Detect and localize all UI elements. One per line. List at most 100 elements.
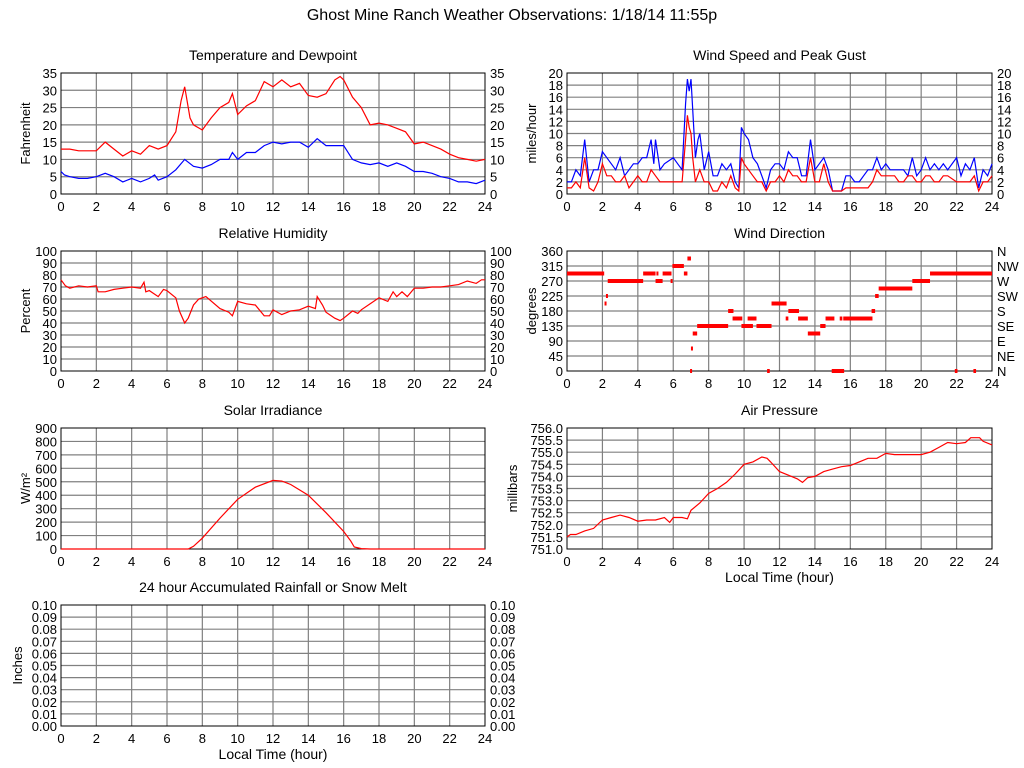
y-tick-label-right: 90	[490, 256, 504, 271]
x-tick-label: 16	[336, 199, 350, 214]
x-tick-label: 16	[843, 376, 857, 391]
x-tick-label: 20	[407, 199, 421, 214]
x-tick-label: 18	[372, 554, 386, 569]
x-tick-label: 0	[57, 199, 64, 214]
y-tick-label-right: 8	[997, 139, 1004, 154]
plot-frame	[566, 427, 993, 550]
y-tick-label: 360	[541, 244, 563, 259]
x-tick-label: 14	[301, 199, 315, 214]
y-tick-label-right: 10	[997, 127, 1011, 142]
x-tick-label: 4	[128, 376, 135, 391]
y-tick-label: 752.0	[530, 518, 563, 533]
wind-direction-mark	[687, 256, 691, 261]
wind-direction-mark	[788, 309, 799, 313]
x-tick-label: 8	[199, 376, 206, 391]
y-tick-label: 800	[35, 434, 57, 449]
y-tick-label: 10	[43, 152, 57, 167]
y-tick-label: 755.5	[530, 433, 563, 448]
x-tick-label: 14	[808, 199, 822, 214]
y-tick-label: 30	[43, 328, 57, 343]
x-tick-label: 8	[705, 554, 712, 569]
y-axis-label: miles/hour	[524, 103, 539, 164]
wind-direction-mark	[875, 294, 879, 298]
wind-direction-mark	[690, 369, 693, 373]
y-tick-label-right: 60	[490, 292, 504, 307]
y-tick-label-right: 0.02	[490, 695, 515, 710]
x-tick-label: 24	[478, 554, 492, 569]
y-tick-label: 0	[556, 187, 563, 202]
y-tick-label-right: N	[997, 364, 1006, 379]
x-tick-label: 12	[772, 376, 786, 391]
y-tick-label-right: S	[997, 304, 1006, 319]
y-tick-label: 225	[541, 289, 563, 304]
x-tick-label: 20	[914, 554, 928, 569]
chart-0: Temperature and Dewpoint0510152025303505…	[18, 47, 504, 214]
x-tick-label: 10	[737, 376, 751, 391]
x-tick-label: 4	[128, 731, 135, 746]
wind-direction-mark	[672, 264, 684, 268]
y-tick-label: 135	[541, 319, 563, 334]
y-tick-label: 16	[549, 90, 563, 105]
plot-frame	[566, 72, 993, 195]
x-tick-label: 22	[442, 199, 456, 214]
y-tick-label-right: 100	[490, 244, 512, 259]
x-axis-label: Local Time (hour)	[725, 569, 834, 585]
wind-direction-mark	[697, 324, 729, 328]
y-tick-label: 25	[43, 101, 57, 116]
wind-direction-mark	[807, 331, 821, 336]
y-tick-label: 60	[43, 292, 57, 307]
wind-direction-mark	[692, 331, 698, 336]
series-line-0	[566, 437, 993, 538]
x-tick-label: 6	[163, 199, 170, 214]
x-tick-label: 6	[670, 376, 677, 391]
y-tick-label: 754.5	[530, 457, 563, 472]
x-tick-label: 14	[301, 554, 315, 569]
x-tick-label: 8	[705, 376, 712, 391]
x-tick-label: 16	[843, 199, 857, 214]
y-tick-label-right: 6	[997, 151, 1004, 166]
wind-direction-mark	[930, 271, 992, 276]
y-tick-label: 20	[549, 66, 563, 81]
x-tick-label: 20	[914, 199, 928, 214]
x-tick-label: 2	[599, 554, 606, 569]
y-tick-label: 8	[556, 139, 563, 154]
x-tick-label: 8	[199, 731, 206, 746]
y-tick-label-right: 0.03	[490, 683, 515, 698]
x-tick-label: 0	[563, 199, 570, 214]
wind-direction-mark	[785, 316, 789, 321]
x-tick-label: 22	[949, 376, 963, 391]
y-tick-label: 200	[35, 515, 57, 530]
y-tick-label: 70	[43, 280, 57, 295]
chart-title: Temperature and Dewpoint	[189, 47, 357, 63]
x-tick-label: 8	[199, 199, 206, 214]
y-tick-label: 0.08	[32, 622, 57, 637]
wind-direction-mark	[690, 346, 693, 351]
y-tick-label: 12	[549, 114, 563, 129]
chart-title: Wind Direction	[734, 225, 825, 241]
y-tick-label-right: 0.08	[490, 622, 515, 637]
y-tick-label: 90	[549, 334, 563, 349]
x-tick-label: 0	[57, 731, 64, 746]
y-tick-label-right: 15	[490, 135, 504, 150]
wind-direction-mark	[662, 271, 672, 276]
y-tick-label: 100	[35, 529, 57, 544]
x-tick-label: 12	[772, 199, 786, 214]
y-tick-label: 0.06	[32, 646, 57, 661]
y-tick-label-right: 50	[490, 304, 504, 319]
x-tick-label: 18	[879, 554, 893, 569]
wind-direction-mark	[839, 316, 843, 321]
series-line-0	[61, 479, 485, 550]
series-line-0	[60, 279, 485, 325]
y-tick-label-right: 10	[490, 152, 504, 167]
y-tick-label-right: 0.09	[490, 610, 515, 625]
x-tick-label: 4	[634, 376, 641, 391]
x-tick-label: 18	[372, 376, 386, 391]
y-tick-label: 753.0	[530, 494, 563, 509]
y-tick-label-right: SE	[997, 319, 1015, 334]
wind-direction-mark	[655, 279, 663, 283]
y-tick-label-right: 25	[490, 101, 504, 116]
x-tick-label: 10	[230, 199, 244, 214]
y-tick-label-right: NW	[997, 259, 1019, 274]
x-tick-label: 16	[843, 554, 857, 569]
